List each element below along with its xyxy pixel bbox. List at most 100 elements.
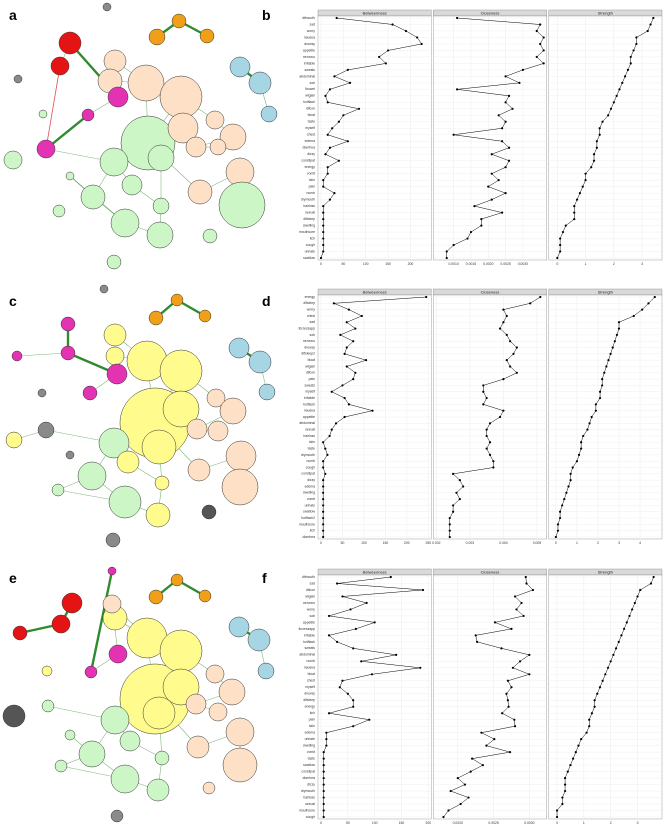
data-point bbox=[352, 725, 355, 728]
data-point bbox=[614, 647, 618, 650]
node-circle bbox=[222, 747, 258, 783]
tick-label: 0 bbox=[555, 541, 557, 545]
node-circle bbox=[38, 109, 48, 119]
data-point bbox=[455, 491, 458, 494]
category-label: dizzy bbox=[307, 152, 315, 156]
data-point bbox=[352, 340, 355, 343]
data-point bbox=[649, 582, 653, 585]
node-circle bbox=[60, 316, 76, 332]
node-circle bbox=[187, 458, 211, 482]
data-point bbox=[326, 453, 329, 456]
data-point bbox=[490, 172, 493, 175]
data-point bbox=[480, 217, 483, 221]
data-point bbox=[341, 384, 344, 387]
data-point bbox=[421, 588, 425, 592]
data-point bbox=[345, 365, 348, 368]
node-circle bbox=[208, 702, 228, 722]
category-label: irritable bbox=[304, 396, 315, 400]
category-label: hotflash bbox=[303, 640, 315, 644]
node-circle bbox=[2, 704, 26, 728]
data-point bbox=[563, 783, 567, 786]
category-label: chest bbox=[307, 314, 315, 318]
data-point bbox=[629, 62, 632, 65]
tick-label: 200 bbox=[408, 262, 414, 266]
network-node bbox=[148, 589, 164, 605]
category-label: swelling bbox=[303, 744, 315, 748]
category-label: pain bbox=[309, 718, 316, 722]
node-circle bbox=[228, 616, 250, 638]
node-circle bbox=[37, 421, 55, 439]
data-point bbox=[506, 699, 509, 702]
data-point bbox=[539, 295, 542, 299]
data-point bbox=[621, 81, 624, 84]
data-point bbox=[322, 237, 325, 240]
data-point bbox=[569, 479, 572, 482]
data-point bbox=[445, 250, 448, 253]
panel-label-d: d bbox=[262, 293, 271, 309]
data-point bbox=[653, 295, 656, 299]
data-point bbox=[352, 647, 355, 650]
data-point bbox=[504, 192, 507, 195]
data-point bbox=[584, 172, 587, 175]
data-point bbox=[458, 498, 461, 501]
data-point bbox=[515, 346, 518, 349]
data-point bbox=[442, 815, 445, 819]
network-node bbox=[198, 309, 212, 323]
data-point bbox=[542, 36, 545, 39]
data-point bbox=[467, 796, 470, 799]
data-point bbox=[507, 159, 511, 162]
data-point bbox=[558, 510, 562, 513]
tick-label: 2 bbox=[610, 821, 612, 825]
data-point bbox=[501, 127, 504, 130]
data-point bbox=[327, 614, 331, 618]
category-label: cough bbox=[306, 243, 315, 247]
data-point bbox=[598, 390, 602, 393]
data-point bbox=[391, 23, 394, 26]
network-edge bbox=[16, 352, 69, 357]
category-label: vomit bbox=[307, 497, 315, 501]
data-point bbox=[571, 466, 574, 469]
data-point bbox=[354, 627, 357, 630]
node-circle bbox=[185, 693, 207, 715]
node-circle bbox=[99, 147, 129, 177]
data-point bbox=[354, 371, 357, 374]
network-node bbox=[152, 197, 170, 215]
data-point bbox=[326, 101, 329, 104]
node-circle bbox=[12, 625, 28, 641]
network-node bbox=[98, 427, 130, 459]
network-node bbox=[257, 662, 275, 680]
node-circle bbox=[228, 337, 250, 359]
data-point bbox=[325, 731, 328, 734]
network-node bbox=[260, 105, 278, 123]
data-point bbox=[322, 535, 325, 539]
data-point bbox=[322, 504, 325, 507]
category-label: irritable bbox=[304, 633, 315, 637]
category-label: abdominal bbox=[299, 74, 315, 78]
data-point bbox=[505, 314, 508, 318]
tick-label: 0.0025 bbox=[500, 262, 510, 266]
network-graph-e bbox=[2, 566, 275, 823]
data-point bbox=[322, 789, 325, 793]
category-label: nervous bbox=[303, 601, 315, 605]
data-point bbox=[326, 172, 329, 175]
data-point bbox=[336, 640, 339, 643]
category-label: taste bbox=[308, 446, 315, 450]
category-label: taste bbox=[308, 120, 315, 124]
network-node bbox=[205, 110, 225, 130]
network-node bbox=[36, 139, 56, 159]
node-circle bbox=[78, 740, 106, 768]
data-point bbox=[425, 295, 428, 299]
data-point bbox=[598, 133, 601, 136]
node-circle bbox=[65, 171, 75, 181]
tick-label: 0.002 bbox=[432, 541, 441, 545]
data-point bbox=[322, 776, 325, 780]
category-label: hairloss bbox=[303, 204, 315, 208]
data-point bbox=[469, 230, 473, 234]
data-point bbox=[598, 396, 602, 400]
data-point bbox=[617, 640, 620, 643]
data-point bbox=[346, 692, 349, 695]
network-node bbox=[54, 759, 68, 773]
data-point bbox=[322, 217, 325, 221]
facet-title: Strength bbox=[598, 570, 613, 575]
data-point bbox=[357, 107, 361, 110]
